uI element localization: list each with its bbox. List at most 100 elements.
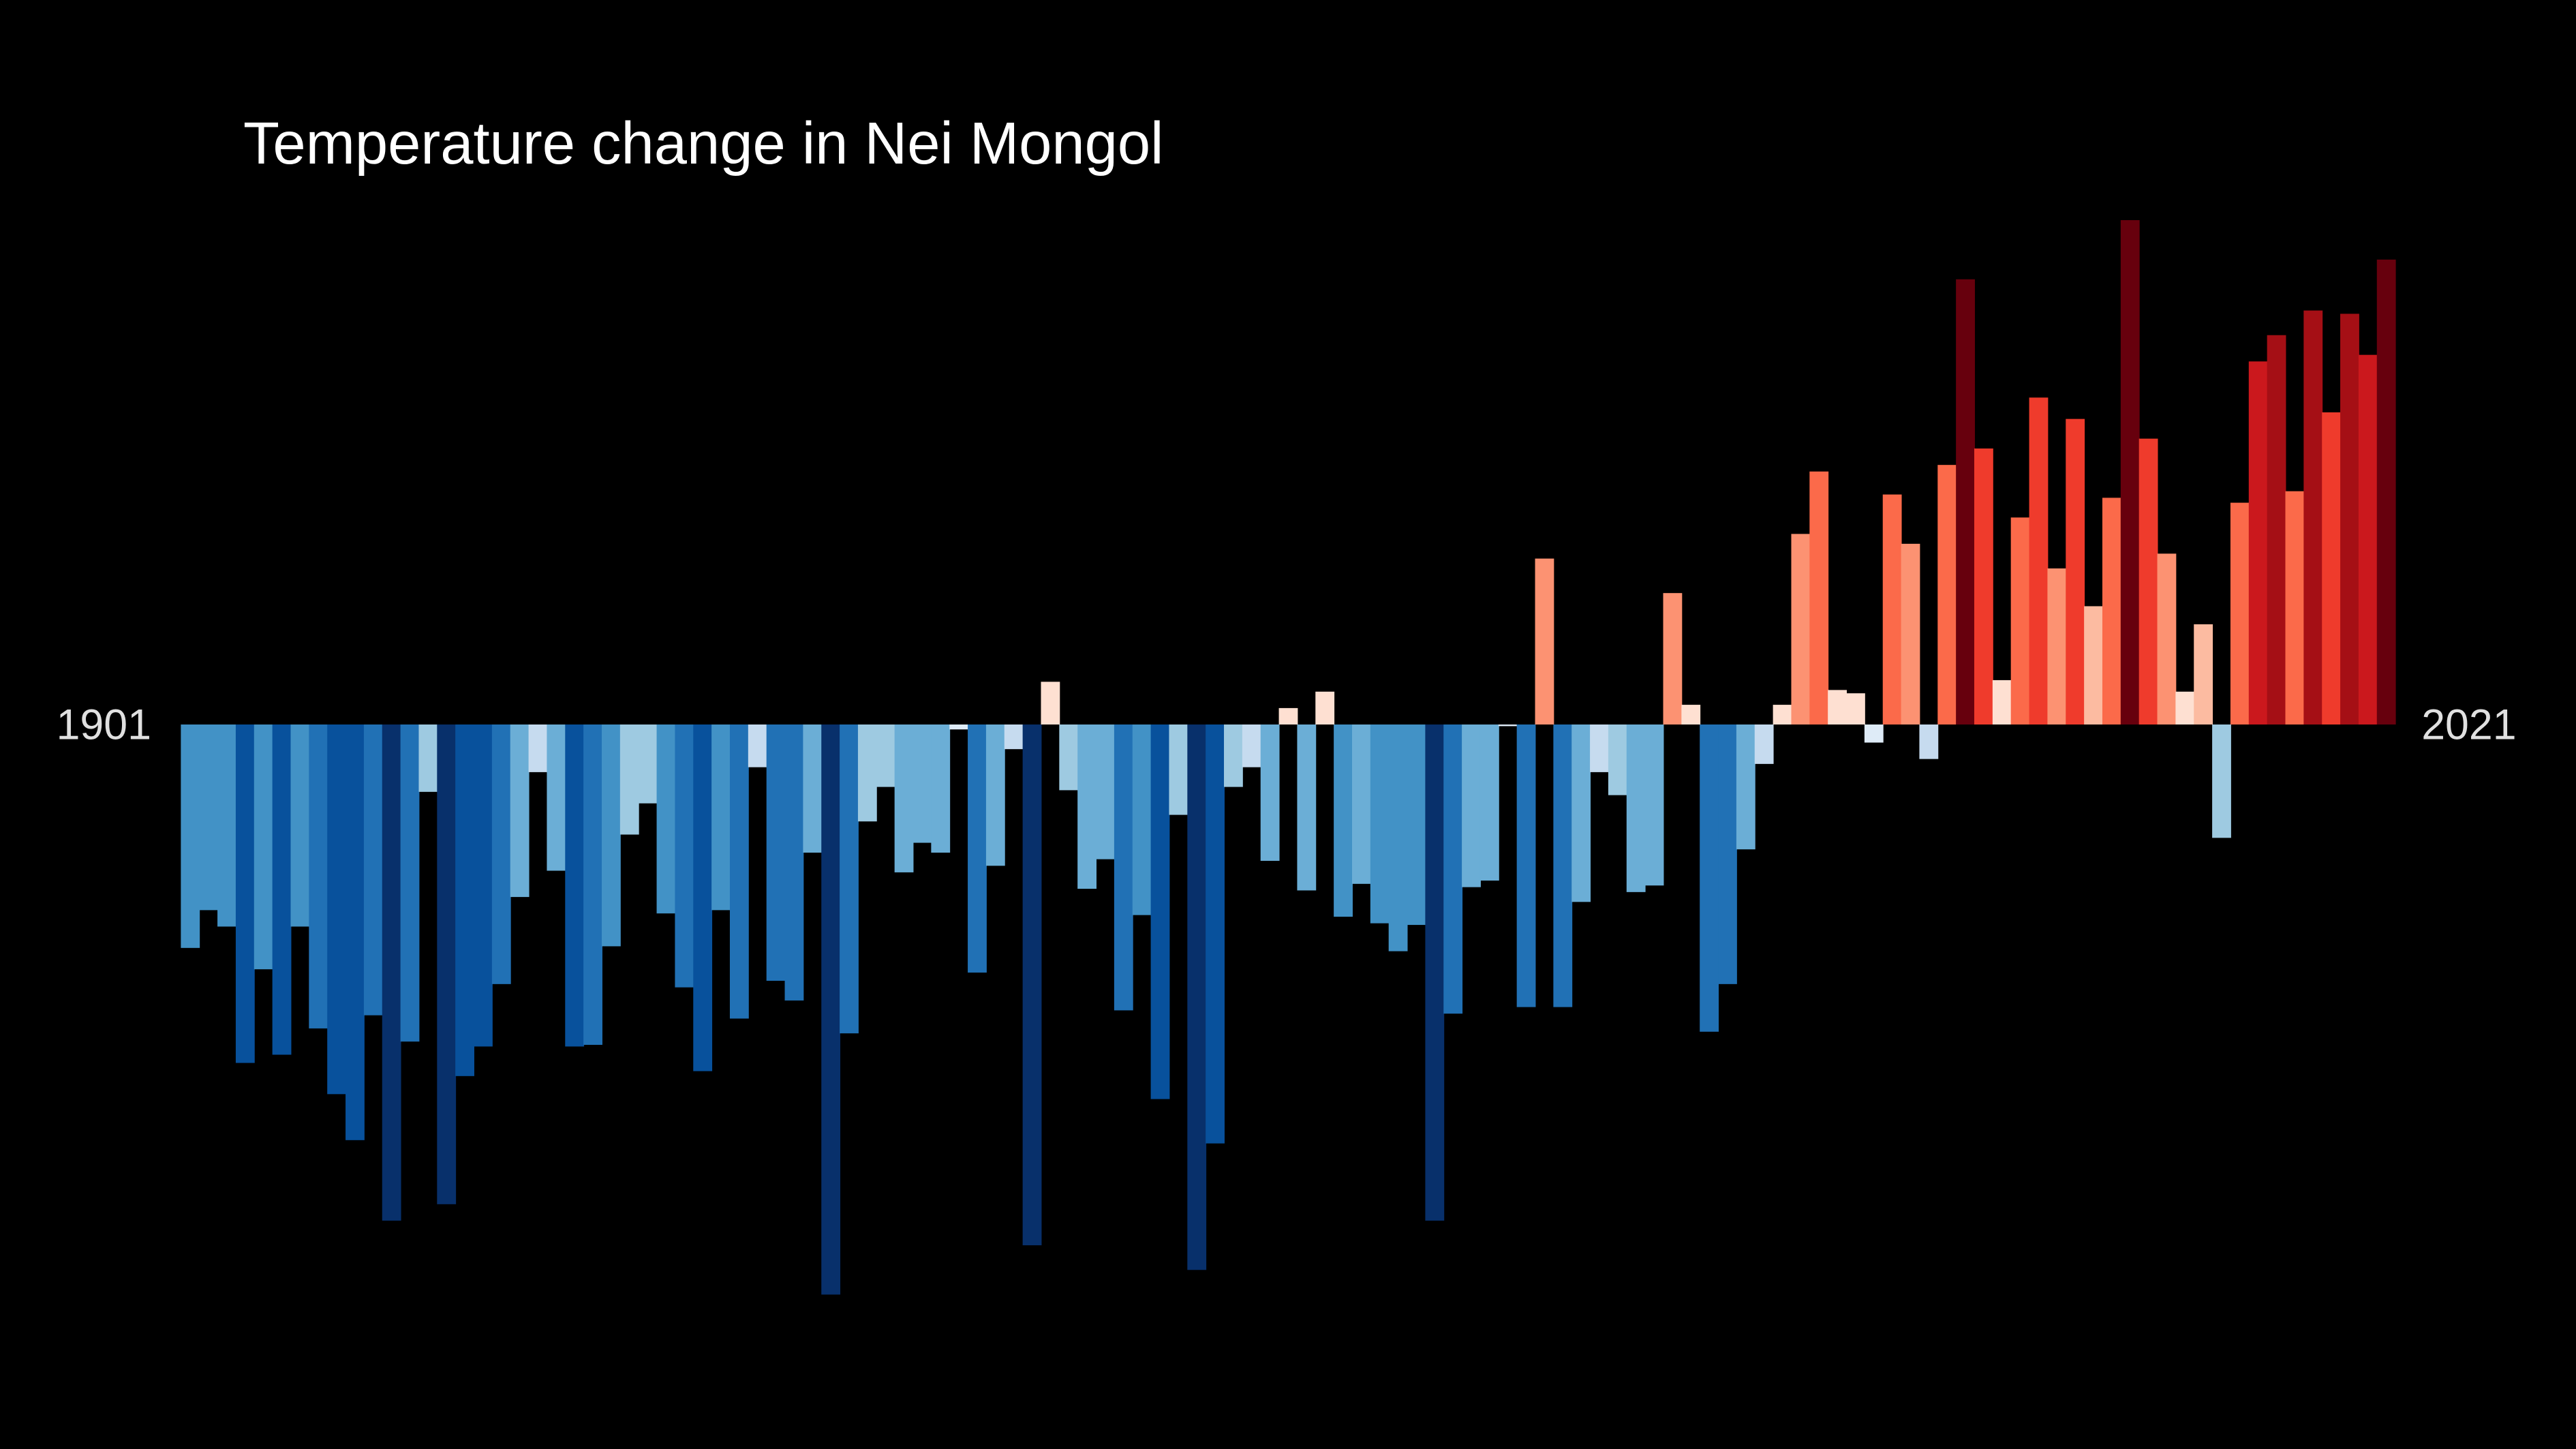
bar — [638, 724, 658, 804]
bar — [1754, 724, 1774, 764]
bar — [675, 724, 694, 988]
bar — [1443, 724, 1463, 1014]
bar — [400, 724, 420, 1042]
bar — [931, 724, 951, 853]
bar — [2066, 418, 2085, 724]
bar — [1644, 724, 1664, 886]
bar — [711, 724, 731, 911]
bar — [1150, 724, 1170, 1099]
bar — [857, 724, 877, 822]
bar — [1608, 724, 1627, 795]
bar — [565, 724, 585, 1047]
bar — [1700, 724, 1719, 1032]
bar — [1571, 724, 1591, 902]
bar — [1846, 693, 1865, 724]
bar — [346, 724, 365, 1140]
bar — [1059, 724, 1079, 791]
bar — [1992, 680, 2012, 724]
bar — [968, 724, 987, 973]
bar — [1828, 690, 1847, 724]
bar — [290, 724, 310, 927]
bar — [491, 724, 511, 984]
bar — [1315, 691, 1335, 724]
bar — [1479, 724, 1499, 881]
bar — [1553, 724, 1573, 1007]
bar — [2047, 568, 2067, 724]
bar — [254, 724, 273, 970]
bar — [583, 724, 602, 1046]
bar — [656, 724, 676, 914]
bar — [1224, 724, 1243, 787]
bar — [2084, 606, 2103, 724]
bar — [235, 724, 255, 1063]
bar — [619, 724, 639, 835]
bar — [729, 724, 749, 1019]
bar — [2102, 498, 2121, 724]
bar — [217, 724, 236, 927]
bar — [784, 724, 804, 1001]
bar — [1077, 724, 1097, 889]
bar — [1718, 724, 1737, 984]
bar — [1535, 558, 1554, 724]
bar — [876, 724, 895, 787]
bar — [2138, 438, 2158, 724]
bar — [510, 724, 530, 898]
bar — [1809, 471, 1829, 724]
bar — [1004, 724, 1024, 750]
bar — [693, 724, 713, 1071]
bar — [1041, 682, 1060, 724]
bar — [2175, 691, 2195, 724]
chart-title: Temperature change in Nei Mongol — [243, 110, 1163, 177]
bar — [1169, 724, 1189, 815]
bar — [199, 724, 219, 911]
bar — [2322, 412, 2342, 724]
bar — [766, 724, 786, 981]
bar — [1297, 724, 1317, 891]
bar — [803, 724, 823, 853]
bar — [1919, 724, 1939, 759]
bar — [1278, 707, 1298, 724]
bars — [181, 219, 2396, 1295]
bar — [1462, 724, 1481, 887]
bar — [913, 724, 932, 843]
bar — [2303, 310, 2323, 725]
bar — [1206, 724, 1225, 1144]
bar — [2120, 219, 2140, 724]
bar — [1882, 494, 1902, 724]
bar — [1736, 724, 1755, 850]
bar — [2010, 517, 2030, 724]
bar — [2029, 397, 2049, 724]
bar — [272, 724, 292, 1055]
bar — [1425, 724, 1445, 1221]
bar — [528, 724, 548, 772]
bar — [547, 724, 566, 871]
bar — [748, 724, 767, 767]
bar — [840, 724, 859, 1034]
bar — [2358, 354, 2378, 724]
bar — [2340, 314, 2359, 724]
bar — [327, 724, 347, 1095]
bar — [1590, 724, 1609, 772]
bar — [181, 724, 200, 948]
bar — [1022, 724, 1042, 1246]
bar — [1956, 279, 1975, 724]
bar — [1663, 593, 1683, 724]
bar — [1388, 724, 1408, 951]
bar — [2194, 624, 2213, 724]
bar — [2157, 553, 2177, 724]
bar — [1791, 534, 1811, 724]
bar — [1187, 724, 1207, 1270]
bar — [474, 724, 493, 1047]
bar — [2267, 335, 2286, 724]
bar — [1516, 724, 1536, 1007]
bar — [1242, 724, 1261, 767]
bar — [1974, 448, 1993, 724]
bar — [2230, 502, 2250, 724]
bar — [1114, 724, 1133, 1011]
bar — [382, 724, 401, 1221]
bar — [985, 724, 1005, 866]
bar — [601, 724, 621, 947]
bar — [363, 724, 383, 1016]
bar — [437, 724, 457, 1204]
